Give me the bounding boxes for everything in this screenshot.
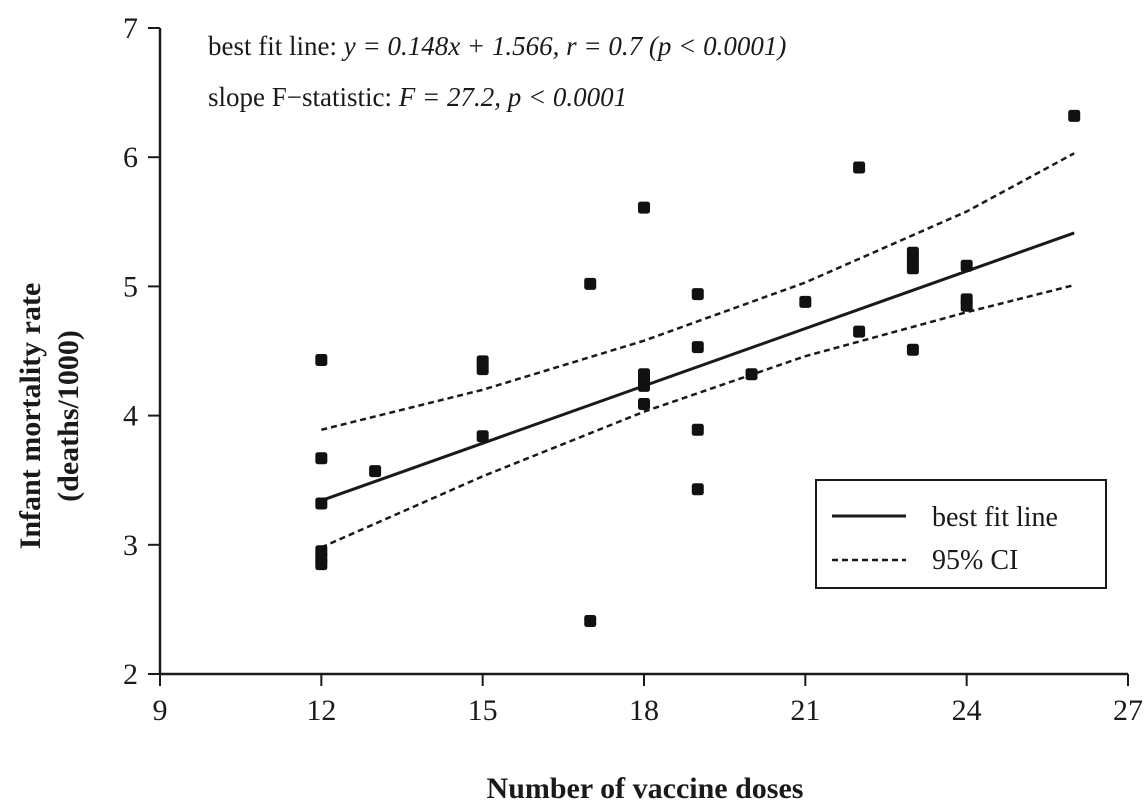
data-point (853, 325, 866, 338)
data-point (691, 341, 704, 354)
data-point (853, 161, 866, 174)
x-axis-title: Number of vaccine doses (487, 772, 804, 805)
data-point (691, 483, 704, 496)
annotation-best-fit-prefix: best fit line: (208, 31, 344, 61)
data-point (638, 397, 650, 410)
x-tick-label: 9 (153, 694, 168, 727)
annotation-best-fit-math: y = 0.148x + 1.566, r = 0.7 (p < 0.0001) (341, 31, 787, 61)
data-point (638, 379, 650, 392)
legend-label-ci: 95% CI (932, 545, 1018, 576)
data-point (584, 615, 597, 628)
x-tick-label: 12 (306, 694, 336, 727)
x-tick-label: 24 (952, 694, 982, 727)
annotation-f-statistic-prefix: slope F−statistic: (208, 82, 399, 112)
y-tick-label: 6 (123, 141, 138, 174)
data-point (691, 288, 704, 301)
data-point (315, 354, 328, 367)
data-point (584, 277, 597, 290)
ci-upper-line (320, 152, 1075, 432)
data-point (476, 430, 489, 443)
data-point (745, 368, 758, 381)
annotation-best-fit: best fit line: y = 0.148x + 1.566, r = 0… (208, 31, 786, 61)
y-tick-label: 3 (123, 529, 138, 562)
data-point (799, 295, 812, 308)
legend: best fit line 95% CI (815, 479, 1107, 589)
data-point (906, 343, 919, 356)
legend-box (815, 479, 1107, 589)
y-axis-title-line-1: Infant mortality rate (14, 283, 47, 550)
data-point (315, 497, 328, 510)
y-tick-label: 4 (123, 400, 138, 433)
data-point (960, 259, 973, 272)
x-axis-ticks: 9 12 15 18 21 24 27 (153, 674, 1143, 727)
x-tick-label: 18 (629, 694, 659, 727)
x-tick-label: 27 (1113, 694, 1143, 727)
x-tick-label: 21 (790, 694, 820, 727)
data-point (369, 465, 382, 478)
y-axis-title: Infant mortality rate (deaths/1000) (14, 283, 85, 550)
data-point (476, 363, 489, 376)
data-point (906, 262, 919, 275)
best-fit-line-group (320, 231, 1075, 503)
y-tick-label: 2 (123, 658, 138, 691)
data-points (315, 109, 1081, 628)
x-tick-label: 15 (468, 694, 498, 727)
data-point (315, 452, 328, 465)
y-tick-label: 7 (123, 12, 138, 45)
best-fit-line (320, 231, 1075, 503)
annotation-f-statistic-math: F = 27.2, p < 0.0001 (398, 82, 627, 112)
legend-label-best-fit: best fit line (932, 502, 1058, 533)
y-axis-title-line-2: (deaths/1000) (52, 330, 85, 502)
data-point (691, 423, 704, 436)
data-point (315, 558, 328, 571)
confidence-interval-lines (320, 152, 1075, 549)
ci-lower-line (320, 283, 1075, 549)
annotation-f-statistic: slope F−statistic: F = 27.2, p < 0.0001 (208, 82, 627, 112)
data-point (960, 299, 973, 312)
y-axis-ticks: 2 3 4 5 6 7 (123, 12, 160, 691)
y-tick-label: 5 (123, 270, 138, 303)
data-point (1068, 109, 1081, 122)
data-point (638, 201, 650, 214)
